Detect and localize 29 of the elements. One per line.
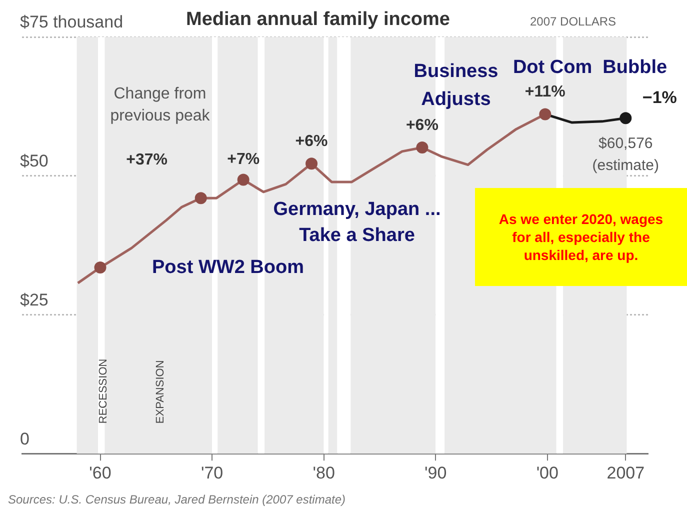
annotation: Business Adjusts — [414, 61, 498, 110]
x-tick-label: '80 — [312, 463, 335, 482]
y-tick-label: 0 — [20, 429, 30, 448]
band-label: EXPANSION — [154, 360, 166, 424]
annotation: Germany, Japan ... Take a Share — [273, 199, 441, 246]
annotation: $60,576 (estimate) — [592, 135, 659, 174]
x-tick-label: '60 — [89, 463, 112, 482]
x-tick-label: 2007 — [606, 463, 645, 482]
x-tick-label: '90 — [424, 463, 447, 482]
annotation: As we enter 2020, wages for all, especially the unskilled, are up. — [498, 210, 664, 264]
chart-title: Median annual family income — [186, 9, 450, 30]
annotation: −1% — [642, 88, 677, 107]
y-tick-label: $25 — [20, 290, 48, 310]
y-tick-label: $50 — [20, 152, 48, 171]
annotation: +7% — [227, 151, 260, 168]
annotation: Post WW2 Boom — [152, 257, 304, 278]
annotation: +6% — [406, 116, 438, 134]
source-note: Sources: U.S. Census Bureau, Jared Bernstein (2007 estimate) — [8, 492, 346, 506]
annotation: +37% — [126, 151, 168, 168]
callout-box: As we enter 2020, wages for all, especially the unskilled, are up. — [475, 188, 687, 286]
chart-subtitle: 2007 DOLLARS — [530, 14, 616, 28]
band-label: RECESSION — [97, 358, 110, 424]
x-tick-label: '70 — [200, 463, 224, 482]
annotation: +6% — [295, 133, 328, 150]
annotation: Dot Com Bubble — [512, 57, 668, 78]
annotation: Change from previous peak — [110, 85, 211, 124]
y-tick-label: $75 thousand — [20, 12, 124, 32]
annotation: +11% — [524, 84, 566, 101]
x-tick-label: '00 — [536, 463, 558, 482]
